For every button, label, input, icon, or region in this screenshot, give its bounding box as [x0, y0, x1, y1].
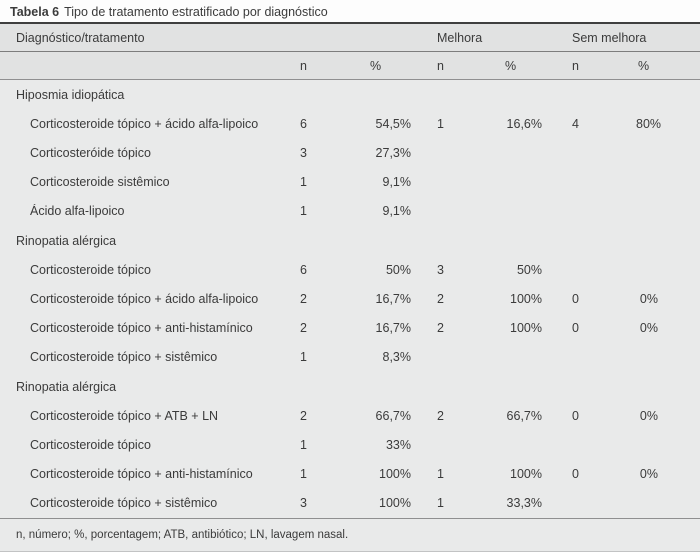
section-header-label: Hiposmia idiopática [16, 87, 125, 102]
section-header-row: Hiposmia idiopática [0, 80, 700, 109]
table-row: Corticosteroide tópico + anti-histamínic… [0, 314, 700, 343]
cell-n-sem-melhora: 0 [572, 408, 579, 423]
table-row: Corticosteróide tópico 3 27,3% [0, 138, 700, 167]
cell-n-melhora: 1 [437, 496, 444, 511]
group-header-melhora: Melhora [437, 30, 483, 45]
cell-treatment: Corticosteroide tópico [30, 262, 151, 277]
cell-pct-sem-melhora: 0% [639, 292, 658, 307]
table-row: Corticosteroide tópico + anti-histamínic… [0, 460, 700, 489]
cell-treatment: Corticosteroide tópico + sistêmico [30, 496, 218, 511]
cell-n-total: 6 [300, 116, 307, 131]
section-header-row: Rinopatia alérgica [0, 372, 700, 401]
cell-pct-total: 27,3% [375, 146, 411, 160]
table-row: Corticosteroide sistêmico 1 9,1% [0, 168, 700, 197]
cell-treatment: Corticosteroide sistêmico [30, 175, 170, 190]
cell-pct-total: 9,1% [382, 204, 412, 219]
cell-pct-total: 8,3% [382, 350, 412, 365]
cell-n-sem-melhora: 4 [572, 116, 579, 131]
subheader-pct-total: % [370, 58, 382, 73]
table-title-number: Tabela 6 [10, 5, 60, 19]
table-row: Corticosteroide tópico 1 33% [0, 430, 700, 459]
cell-n-total: 1 [300, 204, 307, 219]
footnote-rule [0, 518, 700, 519]
cell-pct-total: 16,7% [375, 292, 411, 307]
cell-pct-sem-melhora: 0% [639, 408, 658, 423]
cell-treatment: Corticosteroide tópico [30, 438, 151, 453]
cell-pct-total: 54,5% [375, 116, 411, 131]
cell-n-total: 1 [300, 350, 307, 365]
table-row: Corticosteroide tópico + ATB + LN 2 66,7% 2… [0, 401, 700, 430]
cell-treatment: Corticosteróide tópico [30, 146, 151, 160]
table-row: Corticosteroide tópico + ácido alfa-lipo… [0, 284, 700, 313]
cell-pct-melhora: 66,7% [506, 408, 542, 423]
cell-n-total: 6 [300, 262, 307, 277]
cell-pct-total: 33% [385, 438, 411, 453]
cell-pct-melhora: 100% [510, 292, 542, 307]
section-header-label: Rinopatia alérgica [16, 379, 117, 394]
subheader-n-total: n [300, 58, 307, 73]
cell-treatment: Corticosteroide tópico + ácido alfa-lipo… [30, 292, 259, 307]
cell-n-total: 3 [300, 146, 307, 160]
table-body: Hiposmia idiopática Corticosteroide tópic… [0, 80, 700, 518]
header-body-rule [0, 79, 700, 80]
cell-pct-melhora: 100% [510, 321, 542, 336]
cell-pct-melhora: 100% [510, 467, 542, 482]
section-header-row: Rinopatia alérgica [0, 226, 700, 255]
cell-n-melhora: 3 [437, 262, 444, 277]
cell-n-melhora: 1 [437, 467, 444, 482]
top-rule [0, 22, 700, 24]
cell-treatment: Corticosteroide tópico + ATB + LN [30, 408, 219, 423]
cell-n-total: 1 [300, 175, 307, 190]
table-footnote: n, número; %, porcentagem; ATB, antibiót… [0, 519, 700, 552]
cell-n-total: 1 [300, 467, 307, 482]
header-row-groups: Diagnóstico/tratamento Melhora Sem melho… [0, 24, 700, 51]
cell-n-sem-melhora: 0 [572, 292, 579, 307]
cell-pct-total: 9,1% [382, 175, 412, 190]
cell-n-total: 3 [300, 496, 307, 511]
cell-pct-total: 66,7% [375, 408, 411, 423]
cell-n-sem-melhora: 0 [572, 467, 579, 482]
table-row: Corticosteroide tópico + sistêmico 1 8,3% [0, 343, 700, 372]
table-row: Ácido alfa-lipoico 1 9,1% [0, 197, 700, 226]
cell-n-melhora: 2 [437, 292, 444, 307]
table-row: Corticosteroide tópico + sistêmico 3 100% 1… [0, 489, 700, 518]
subheader-pct-melhora: % [505, 58, 517, 73]
cell-pct-sem-melhora: 0% [639, 467, 658, 482]
cell-n-melhora: 2 [437, 408, 444, 423]
cell-pct-total: 100% [379, 467, 411, 482]
cell-n-sem-melhora: 0 [572, 321, 579, 336]
subheader-pct-sem-melhora: % [638, 58, 650, 73]
cell-pct-melhora: 50% [516, 262, 542, 277]
cell-pct-total: 16,7% [375, 321, 411, 336]
cell-treatment: Ácido alfa-lipoico [30, 204, 125, 219]
subheader-n-sem-melhora: n [572, 58, 579, 73]
table-row: Corticosteroide tópico 6 50% 3 50% [0, 255, 700, 284]
cell-n-total: 2 [300, 292, 307, 307]
column-header-diagnostico-tratamento: Diagnóstico/tratamento [16, 30, 145, 45]
cell-n-total: 2 [300, 321, 307, 336]
cell-n-melhora: 1 [437, 116, 444, 131]
cell-pct-sem-melhora: 0% [639, 321, 658, 336]
group-header-sem-melhora: Sem melhora [572, 30, 647, 45]
cell-pct-melhora: 33,3% [506, 496, 542, 511]
cell-treatment: Corticosteroide tópico + ácido alfa-lipo… [30, 116, 259, 131]
table-row: Corticosteroide tópico + ácido alfa-lipo… [0, 109, 700, 138]
section-header-label: Rinopatia alérgica [16, 233, 117, 248]
cell-n-total: 2 [300, 408, 307, 423]
cell-treatment: Corticosteroide tópico + anti-histamínic… [30, 321, 253, 336]
header-divider-rule [0, 51, 700, 52]
subheader-n-melhora: n [437, 58, 444, 73]
cell-n-total: 1 [300, 438, 307, 453]
cell-treatment: Corticosteroide tópico + sistêmico [30, 350, 218, 365]
cell-pct-total: 100% [379, 496, 411, 511]
cell-n-melhora: 2 [437, 321, 444, 336]
cell-pct-total: 50% [385, 262, 411, 277]
cell-pct-melhora: 16,6% [506, 116, 542, 131]
cell-pct-sem-melhora: 80% [636, 116, 662, 131]
header-row-subheaders: n % n % n % [0, 52, 700, 79]
cell-treatment: Corticosteroide tópico + anti-histamínic… [30, 467, 253, 482]
table-title-text: Tipo de tratamento estratificado por dia… [64, 5, 328, 19]
table-title: Tabela 6 Tipo de tratamento estratificado… [0, 0, 700, 22]
